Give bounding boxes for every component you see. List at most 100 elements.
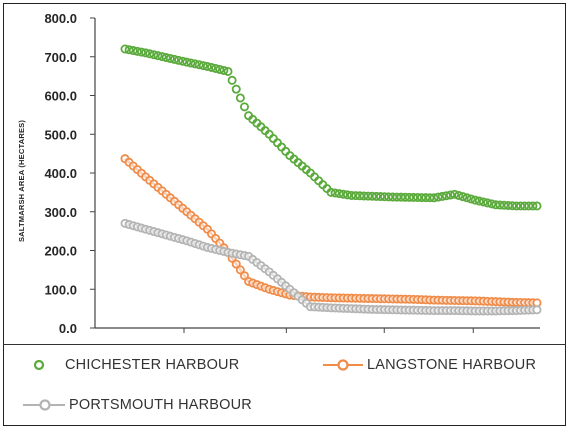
data-point	[400, 192, 410, 202]
data-point	[487, 199, 497, 209]
data-point	[520, 201, 530, 211]
data-point	[165, 53, 175, 63]
chart-legend: CHICHESTER HARBOUR LANGSTONE HARBOUR POR…	[3, 344, 566, 426]
data-point	[194, 60, 204, 70]
data-point	[503, 200, 513, 210]
data-point	[219, 65, 229, 75]
data-point	[413, 192, 423, 202]
data-point	[342, 190, 352, 200]
data-point	[507, 201, 517, 211]
legend-marker-langstone	[323, 359, 363, 371]
legend-label-portsmouth: PORTSMOUTH HARBOUR	[69, 397, 252, 413]
data-point	[524, 201, 534, 211]
data-point	[384, 192, 394, 202]
data-point	[532, 305, 542, 315]
data-point	[392, 192, 402, 202]
data-point	[351, 191, 361, 201]
data-point	[190, 59, 200, 69]
data-point	[355, 191, 365, 201]
data-point	[239, 271, 249, 281]
data-point	[380, 192, 390, 202]
data-point	[495, 200, 505, 210]
data-point	[478, 197, 488, 207]
data-point	[235, 265, 245, 275]
data-point	[231, 84, 241, 94]
data-point	[198, 61, 208, 71]
data-point	[207, 62, 217, 72]
data-point	[371, 191, 381, 201]
data-point	[145, 49, 155, 59]
data-point	[483, 198, 493, 208]
data-point	[470, 195, 480, 205]
series-1	[120, 154, 542, 308]
y-tick-label: 0.0	[59, 321, 77, 336]
data-point	[421, 193, 431, 203]
data-point	[450, 189, 460, 199]
data-point	[211, 63, 221, 73]
data-point	[433, 192, 443, 202]
series-2	[120, 218, 542, 316]
y-axis-title: SALTMARSH AREA (HECTARES)	[17, 120, 26, 242]
data-point	[462, 193, 472, 203]
data-point	[128, 46, 138, 56]
y-tick-label: 600.0	[44, 89, 77, 104]
legend-item-portsmouth: PORTSMOUTH HARBOUR	[19, 397, 252, 413]
data-point	[182, 57, 192, 67]
data-point	[132, 46, 142, 56]
data-point	[347, 190, 357, 200]
data-point	[149, 50, 159, 60]
data-point	[516, 201, 526, 211]
series-0	[120, 44, 542, 211]
data-point	[441, 191, 451, 201]
data-point	[396, 192, 406, 202]
data-point	[375, 192, 385, 202]
data-point	[466, 194, 476, 204]
data-point	[120, 44, 130, 54]
data-point	[408, 192, 418, 202]
data-point	[388, 192, 398, 202]
data-point	[157, 52, 167, 62]
data-point	[445, 190, 455, 200]
y-tick-label: 500.0	[44, 127, 77, 142]
data-point	[528, 201, 538, 211]
data-point	[202, 61, 212, 71]
data-point	[437, 191, 447, 201]
data-point	[404, 192, 414, 202]
data-point	[532, 201, 542, 211]
data-point	[223, 66, 233, 76]
data-point	[474, 196, 484, 206]
data-point	[186, 58, 196, 68]
data-point	[227, 75, 237, 85]
data-point	[153, 51, 163, 61]
data-point	[454, 190, 464, 200]
data-point	[239, 102, 249, 112]
data-point	[178, 56, 188, 66]
data-point	[124, 45, 134, 55]
data-point	[235, 93, 245, 103]
data-point	[499, 200, 509, 210]
data-point	[334, 189, 344, 199]
y-tick-label: 300.0	[44, 205, 77, 220]
data-point	[417, 193, 427, 203]
legend-label-chichester: CHICHESTER HARBOUR	[65, 357, 240, 373]
y-tick-label: 100.0	[44, 282, 77, 297]
data-point	[215, 64, 225, 74]
data-point	[161, 53, 171, 63]
y-tick-label: 700.0	[44, 50, 77, 65]
chart-frame	[3, 3, 566, 426]
data-point	[491, 200, 501, 210]
y-tick-label: 200.0	[44, 244, 77, 259]
data-point	[363, 191, 373, 201]
y-tick-label: 800.0	[44, 11, 77, 26]
data-point	[359, 191, 369, 201]
legend-item-langstone: LANGSTONE HARBOUR	[321, 357, 536, 373]
data-point	[231, 259, 241, 269]
data-point	[174, 55, 184, 65]
data-point	[141, 48, 151, 58]
data-point	[425, 193, 435, 203]
data-point	[338, 189, 348, 199]
series-line	[124, 157, 538, 305]
data-point	[367, 191, 377, 201]
data-point	[458, 192, 468, 202]
